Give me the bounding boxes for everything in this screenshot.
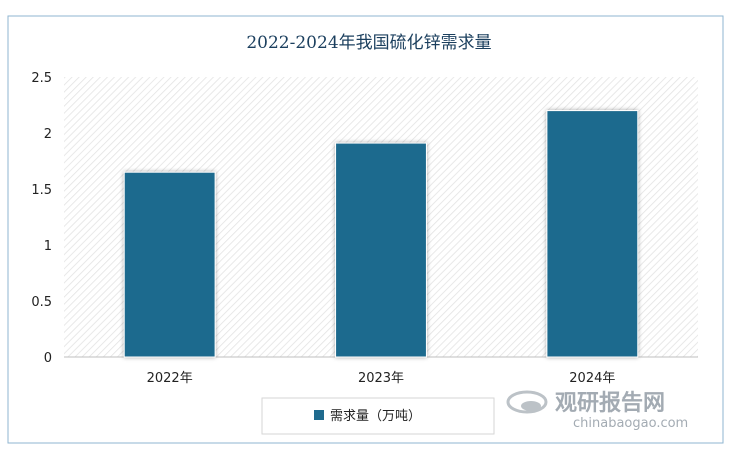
- y-tick-label: 0: [44, 351, 52, 366]
- bar: [546, 110, 639, 358]
- y-axis: 0 0.5 1 1.5 2 2.5: [31, 71, 52, 366]
- x-tick-label: 2023年: [358, 371, 404, 386]
- y-tick-label: 2.5: [31, 71, 52, 86]
- chart-title: 2022-2024年我国硫化锌需求量: [246, 33, 491, 53]
- bar: [335, 142, 427, 358]
- y-tick-label: 0.5: [31, 295, 52, 310]
- y-tick-label: 1.5: [31, 183, 52, 198]
- watermark: 观研报告网 chinabaogao.com: [506, 390, 688, 431]
- watermark-url: chinabaogao.com: [573, 416, 688, 431]
- y-tick-label: 1: [44, 239, 52, 254]
- y-tick-label: 2: [44, 127, 52, 142]
- legend-label: 需求量（万吨）: [330, 409, 421, 424]
- watermark-logo-icon: [506, 390, 548, 414]
- x-tick-label: 2024年: [569, 371, 615, 386]
- watermark-name: 观研报告网: [555, 391, 665, 416]
- bar: [123, 171, 216, 358]
- x-axis: 2022年 2023年 2024年: [147, 371, 616, 386]
- legend-box: [261, 397, 495, 435]
- bars: [123, 110, 639, 358]
- x-tick-label: 2022年: [147, 371, 193, 386]
- legend-swatch: [314, 410, 324, 420]
